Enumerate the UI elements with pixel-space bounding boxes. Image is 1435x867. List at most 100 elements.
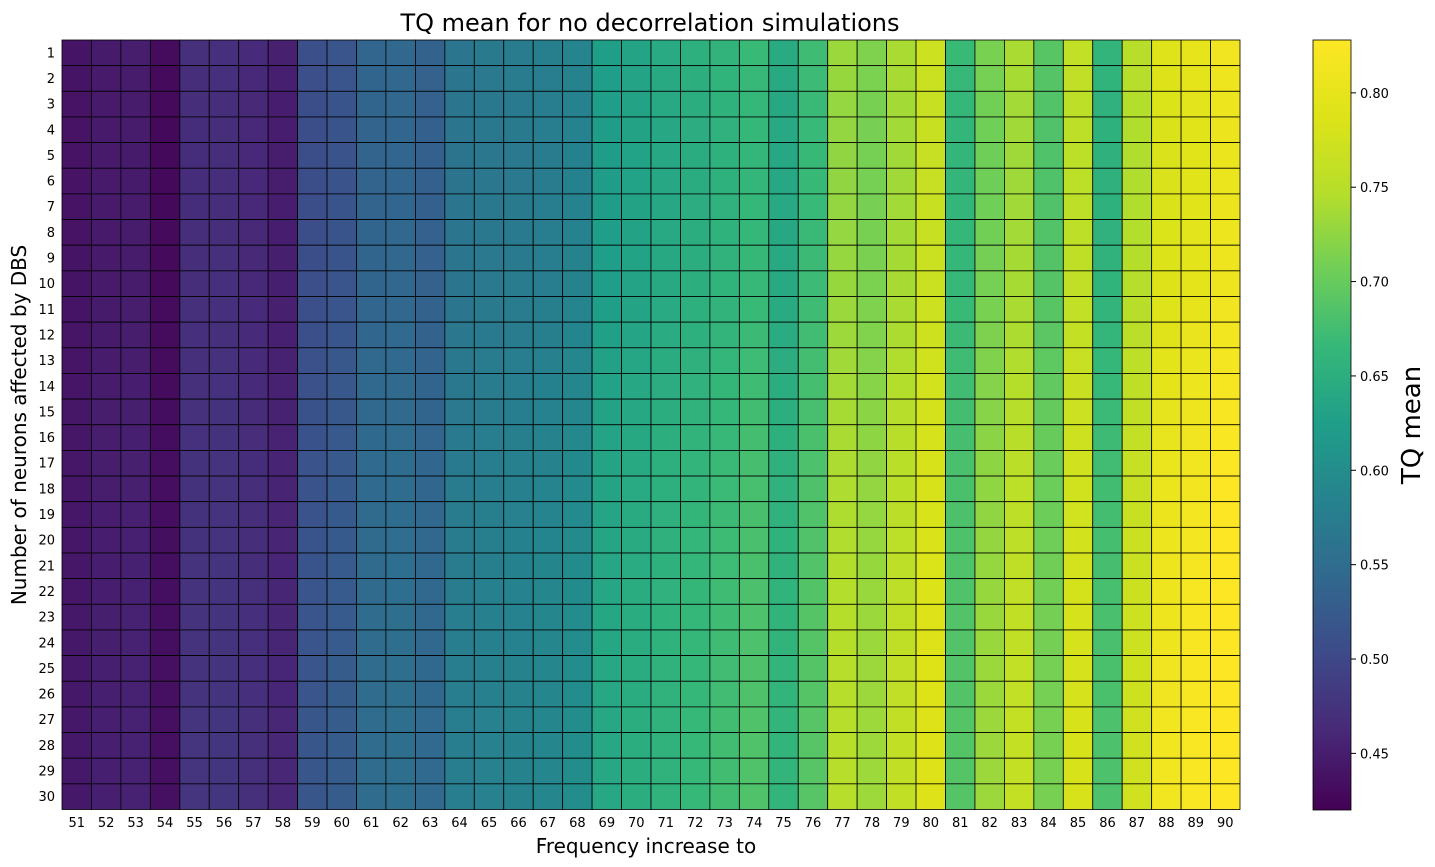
heatmap-cell [356, 116, 387, 143]
heatmap-cell [1210, 296, 1241, 323]
heatmap-cell [591, 603, 622, 631]
x-tick-label: 77 [834, 816, 851, 831]
heatmap-cell [208, 65, 240, 92]
heatmap-cell [238, 373, 269, 400]
heatmap-cell [562, 603, 593, 631]
heatmap-cell [680, 142, 711, 169]
heatmap-cell [208, 629, 240, 657]
heatmap-cell [503, 90, 534, 118]
heatmap-cell [444, 219, 475, 246]
heatmap-cell [768, 424, 799, 451]
heatmap-cell [1092, 65, 1123, 92]
heatmap-cell [473, 655, 505, 682]
heatmap-cell [1121, 39, 1153, 67]
heatmap-cell [356, 90, 387, 118]
x-tick-label: 83 [1011, 816, 1028, 831]
y-tick-label: 4 [47, 123, 55, 138]
heatmap-cell [149, 475, 181, 503]
heatmap-cell [562, 757, 593, 785]
heatmap-cell [945, 193, 976, 220]
heatmap-cell [621, 321, 652, 349]
heatmap-cell [738, 526, 770, 554]
heatmap-cell [1033, 398, 1064, 426]
heatmap-cell [1210, 270, 1241, 297]
heatmap-cell [414, 552, 446, 580]
x-tick-label: 65 [481, 816, 498, 831]
x-tick-label: 51 [68, 816, 85, 831]
heatmap-cell [149, 193, 181, 220]
heatmap-cell [827, 39, 858, 67]
heatmap-cell [1180, 552, 1211, 580]
heatmap-cell [621, 578, 652, 605]
heatmap-cell [797, 526, 829, 554]
heatmap-cell [1151, 629, 1182, 657]
heatmap-cell [414, 167, 446, 195]
heatmap-cell [738, 655, 770, 682]
heatmap-cell [473, 501, 505, 528]
heatmap-cell [414, 347, 446, 374]
heatmap-cell [120, 296, 151, 323]
heatmap-cell [149, 167, 181, 195]
heatmap-cell [738, 757, 770, 785]
x-tick-label: 75 [775, 816, 792, 831]
heatmap-cell [326, 706, 357, 733]
heatmap-cell [356, 398, 387, 426]
heatmap-cell [149, 501, 181, 528]
heatmap-cell [267, 193, 298, 220]
heatmap-cell [208, 424, 240, 451]
heatmap-cell [385, 373, 416, 400]
heatmap-cell [856, 296, 888, 323]
heatmap-cell [149, 90, 181, 118]
heatmap-cell [297, 424, 328, 451]
heatmap-cell [915, 296, 946, 323]
heatmap-cell [1062, 603, 1094, 631]
heatmap-cell [562, 321, 593, 349]
heatmap-cell [1180, 732, 1211, 759]
heatmap-cell [1062, 65, 1094, 92]
heatmap-cell [591, 116, 622, 143]
heatmap-cell [650, 321, 681, 349]
heatmap-cell [91, 347, 122, 374]
heatmap-cell [179, 757, 210, 785]
heatmap-cell [562, 193, 593, 220]
heatmap-cell [503, 270, 534, 297]
heatmap-cell [532, 39, 564, 67]
heatmap-cell [1062, 449, 1094, 477]
heatmap-cell [709, 321, 740, 349]
heatmap-cell [414, 65, 446, 92]
heatmap-cell [91, 501, 122, 528]
heatmap-cell [1033, 347, 1064, 374]
heatmap-cell [444, 757, 475, 785]
heatmap-cell [886, 655, 917, 682]
heatmap-cell [827, 603, 858, 631]
heatmap-cell [238, 783, 269, 810]
heatmap-cell [1004, 219, 1035, 246]
x-tick-label: 59 [304, 816, 321, 831]
heatmap-cell [680, 65, 711, 92]
heatmap-cell [797, 680, 829, 708]
heatmap-cell [1004, 578, 1035, 605]
heatmap-cell [915, 783, 946, 810]
heatmap-cell [591, 578, 622, 605]
heatmap-cell [267, 757, 298, 785]
heatmap-cell [680, 552, 711, 580]
heatmap-cell [532, 680, 564, 708]
heatmap-cell [149, 578, 181, 605]
heatmap-cell [473, 706, 505, 733]
x-tick-label: 80 [922, 816, 939, 831]
heatmap-cell [1033, 783, 1064, 810]
heatmap-cell [680, 424, 711, 451]
heatmap-cell [532, 655, 564, 682]
heatmap-cell [1151, 219, 1182, 246]
heatmap-cell [768, 219, 799, 246]
heatmap-cell [1210, 424, 1241, 451]
heatmap-cell [120, 193, 151, 220]
heatmap-cell [1151, 65, 1182, 92]
heatmap-cell [709, 90, 740, 118]
heatmap-cell [149, 552, 181, 580]
heatmap-cell [1004, 347, 1035, 374]
heatmap-cell [1092, 757, 1123, 785]
heatmap-cell [827, 270, 858, 297]
heatmap-cell [974, 475, 1005, 503]
heatmap-cell [297, 167, 328, 195]
